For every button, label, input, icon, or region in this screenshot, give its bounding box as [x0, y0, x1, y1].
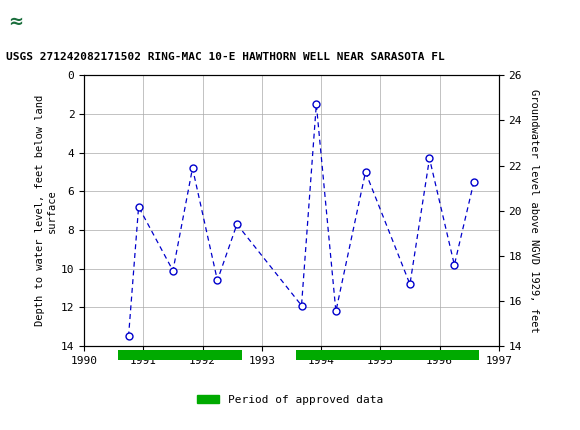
Text: ≈: ≈ — [8, 12, 23, 31]
Legend: Period of approved data: Period of approved data — [193, 390, 387, 409]
Y-axis label: Depth to water level, feet below land
surface: Depth to water level, feet below land su… — [35, 95, 57, 326]
Text: USGS: USGS — [61, 12, 125, 33]
Bar — [6, 4, 52, 41]
Y-axis label: Groundwater level above NGVD 1929, feet: Groundwater level above NGVD 1929, feet — [529, 89, 539, 332]
Text: USGS 271242082171502 RING-MAC 10-E HAWTHORN WELL NEAR SARASOTA FL: USGS 271242082171502 RING-MAC 10-E HAWTH… — [6, 52, 444, 62]
